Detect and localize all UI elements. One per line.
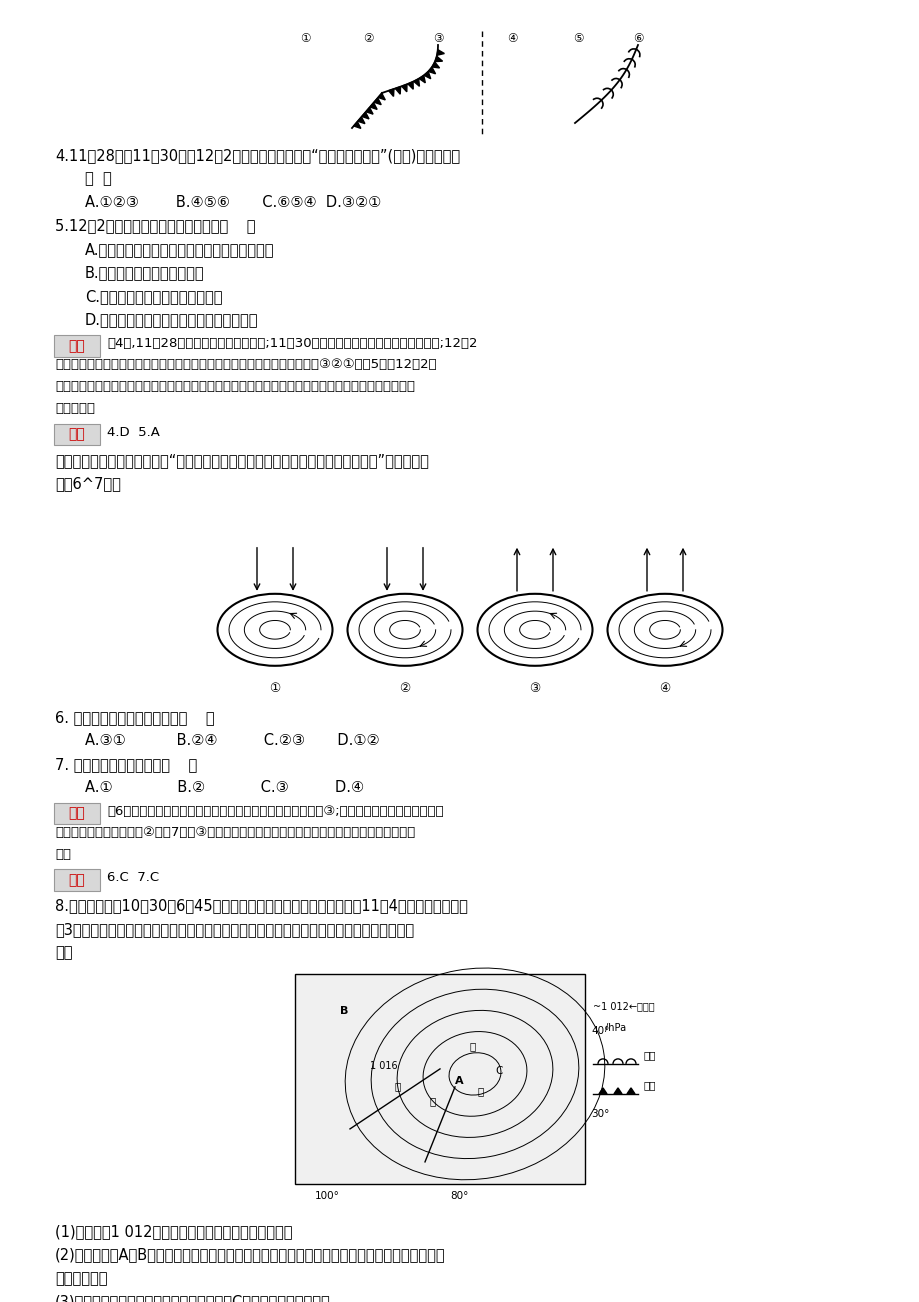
Polygon shape (369, 103, 377, 109)
Text: /hPa: /hPa (605, 1023, 626, 1032)
Text: 丁: 丁 (470, 1040, 476, 1051)
Polygon shape (361, 112, 369, 118)
Text: A.③①           B.②④          C.②③       D.①②: A.③① B.②④ C.②③ D.①② (85, 733, 380, 749)
Text: ⑥: ⑥ (632, 31, 642, 44)
Text: 解析: 解析 (69, 806, 85, 820)
Polygon shape (598, 1088, 607, 1094)
Text: 7. 容易形成阴雨天气的是（    ）: 7. 容易形成阴雨天气的是（ ） (55, 756, 197, 772)
Text: 40°: 40° (590, 1026, 608, 1036)
Polygon shape (627, 1088, 634, 1094)
Text: ①: ① (269, 682, 280, 695)
Polygon shape (357, 117, 365, 124)
Text: 判断的理由。: 判断的理由。 (55, 1271, 108, 1286)
Text: (1)描述图中1 012百底等压线在陆地上空的延伸方向。: (1)描述图中1 012百底等压线在陆地上空的延伸方向。 (55, 1224, 292, 1240)
Polygon shape (613, 1088, 621, 1094)
Polygon shape (402, 85, 406, 92)
Polygon shape (395, 87, 400, 94)
Text: 6. 正确表示气旋与反气旋的是（    ）: 6. 正确表示气旋与反气旋的是（ ） (55, 710, 214, 725)
Text: 气。: 气。 (55, 848, 71, 861)
Text: 下图是中国某兴趣小组绘制的“反映气旋和反气旋的水平与垂直方向气流运动示意图”。读图，完: 下图是中国某兴趣小组绘制的“反映气旋和反气旋的水平与垂直方向气流运动示意图”。读… (55, 453, 428, 467)
Polygon shape (424, 72, 430, 78)
Text: 丙: 丙 (394, 1081, 401, 1091)
Polygon shape (353, 121, 360, 129)
Text: (3)飓风所属天气系统是＿＿＿＿，此时图中C地的风向是＿＿＿＿。: (3)飓风所属天气系统是＿＿＿＿，此时图中C地的风向是＿＿＿＿。 (55, 1294, 331, 1302)
Text: 80°: 80° (449, 1191, 468, 1200)
FancyBboxPatch shape (54, 803, 100, 824)
FancyBboxPatch shape (54, 423, 100, 445)
Text: C: C (494, 1066, 502, 1075)
Text: 会有白霜。: 会有白霜。 (55, 402, 95, 415)
Text: 在单一冷气团的控制下，天气晴朗，气压升高，此时正値冬季，降水之后空气湿度大，早晨乒乓球台上: 在单一冷气团的控制下，天气晴朗，气压升高，此时正値冬季，降水之后空气湿度大，早晨… (55, 380, 414, 393)
Polygon shape (414, 79, 419, 86)
Text: ⑤: ⑤ (573, 31, 583, 44)
Text: 甲: 甲 (429, 1096, 436, 1105)
Text: 答案: 答案 (69, 874, 85, 887)
Text: ①: ① (300, 31, 310, 44)
Text: 4.D  5.A: 4.D 5.A (107, 426, 160, 439)
Text: 题。: 题。 (55, 945, 73, 961)
Text: 4.11月28日、11月30日、12月2日天气分别大致对应“天气系统示意图”(上图)中的序号是: 4.11月28日、11月30日、12月2日天气分别大致对应“天气系统示意图”(上… (55, 148, 460, 163)
Text: 笥6题，气旋水平气流辐合，垂直方向以上升为主，所以对应③;反气旋水平气流辐散，垂直方: 笥6题，气旋水平气流辐合，垂直方向以上升为主，所以对应③;反气旋水平气流辐散，垂… (107, 805, 443, 818)
Text: B: B (340, 1006, 348, 1016)
Text: 6.C  7.C: 6.C 7.C (107, 871, 159, 884)
Text: 5.12月2日，可能出现的现象正确的是（    ）: 5.12月2日，可能出现的现象正确的是（ ） (55, 219, 255, 233)
Text: C.天气晴朗，阳光明媽，气压降低: C.天气晴朗，阳光明媽，气压降低 (85, 289, 222, 303)
Text: 成3人死亡，联合国总部受损。下图为受北美飓风影响时的地面天气系统图。据此完成下列各: 成3人死亡，联合国总部受损。下图为受北美飓风影响时的地面天气系统图。据此完成下列… (55, 922, 414, 937)
Text: ②: ② (399, 682, 410, 695)
Text: 向以下沉为主，所以对应②。笥7题，③图垂直气流以上升为主，易冷却凝结，成云致雨，多阴雨天: 向以下沉为主，所以对应②。笥7题，③图垂直气流以上升为主，易冷却凝结，成云致雨，… (55, 825, 414, 838)
Text: 日，气温较低，天气转晴，说明冷锋已过境，受冷气团影响，三日分别对应③②①。笥5题，12月2日: 日，气温较低，天气转晴，说明冷锋已过境，受冷气团影响，三日分别对应③②①。笥5题… (55, 358, 437, 371)
Text: 乙: 乙 (478, 1086, 483, 1096)
Text: A.①②③        B.④⑤⑥       C.⑥⑤④  D.③②①: A.①②③ B.④⑤⑥ C.⑥⑤④ D.③②① (85, 195, 380, 210)
Polygon shape (419, 76, 425, 83)
Text: ③: ③ (528, 682, 540, 695)
Polygon shape (378, 94, 385, 100)
Text: 笥4题,11月28日，气温较高，天气晴朗;11月30日，阴雨天气，降水较多，气温下降;12月2: 笥4题,11月28日，气温较高，天气晴朗;11月30日，阴雨天气，降水较多，气温… (107, 337, 477, 350)
Text: A.清晨，室外的乒乓球台上结了一层薄薄的白霜: A.清晨，室外的乒乓球台上结了一层薄薄的白霜 (85, 242, 274, 256)
Text: 答案: 答案 (69, 427, 85, 441)
Polygon shape (432, 62, 439, 68)
Polygon shape (428, 68, 435, 74)
Text: 1 016: 1 016 (369, 1061, 397, 1072)
Text: ②: ② (362, 31, 373, 44)
Text: ~1 012←等压线: ~1 012←等压线 (593, 1001, 654, 1010)
Text: (2)图中有锋面A和B，受其影响，甲、乙、丙、丁四地中可能形成连续性降水的是＿＿＿＿，简述: (2)图中有锋面A和B，受其影响，甲、乙、丙、丁四地中可能形成连续性降水的是＿＿… (55, 1247, 445, 1263)
Text: 暖锋: 暖锋 (642, 1049, 655, 1060)
Text: 100°: 100° (314, 1191, 339, 1200)
Text: 成第6^7题。: 成第6^7题。 (55, 477, 120, 491)
FancyBboxPatch shape (54, 870, 100, 891)
Polygon shape (366, 108, 373, 115)
Text: 冷锋: 冷锋 (642, 1079, 655, 1090)
FancyBboxPatch shape (54, 335, 100, 357)
Text: ③: ③ (432, 31, 443, 44)
Text: （  ）: （ ） (85, 172, 111, 186)
Text: ④: ④ (659, 682, 670, 695)
Polygon shape (407, 82, 413, 90)
Text: A.①              B.②            C.③          D.④: A.① B.② C.③ D.④ (85, 780, 364, 796)
Text: 8.北京时间某年10月30日6旷45分，一飓风在美国新泽西州登陆，截至11月4日上午，飓风已造: 8.北京时间某年10月30日6旷45分，一飓风在美国新泽西州登陆，截至11月4日… (55, 898, 468, 914)
Text: B.中午，迷雾层层，仅未散尽: B.中午，迷雾层层，仅未散尽 (85, 266, 204, 280)
Text: A: A (455, 1075, 463, 1086)
Text: ④: ④ (506, 31, 516, 44)
Polygon shape (388, 89, 393, 96)
Polygon shape (437, 49, 444, 55)
Polygon shape (435, 56, 442, 61)
Text: 30°: 30° (590, 1109, 608, 1118)
Polygon shape (374, 98, 380, 104)
Text: 解析: 解析 (69, 339, 85, 353)
Text: D.由于受暖气团控制，气温较昨日有所升高: D.由于受暖气团控制，气温较昨日有所升高 (85, 312, 258, 328)
Bar (295, 974, 584, 1184)
